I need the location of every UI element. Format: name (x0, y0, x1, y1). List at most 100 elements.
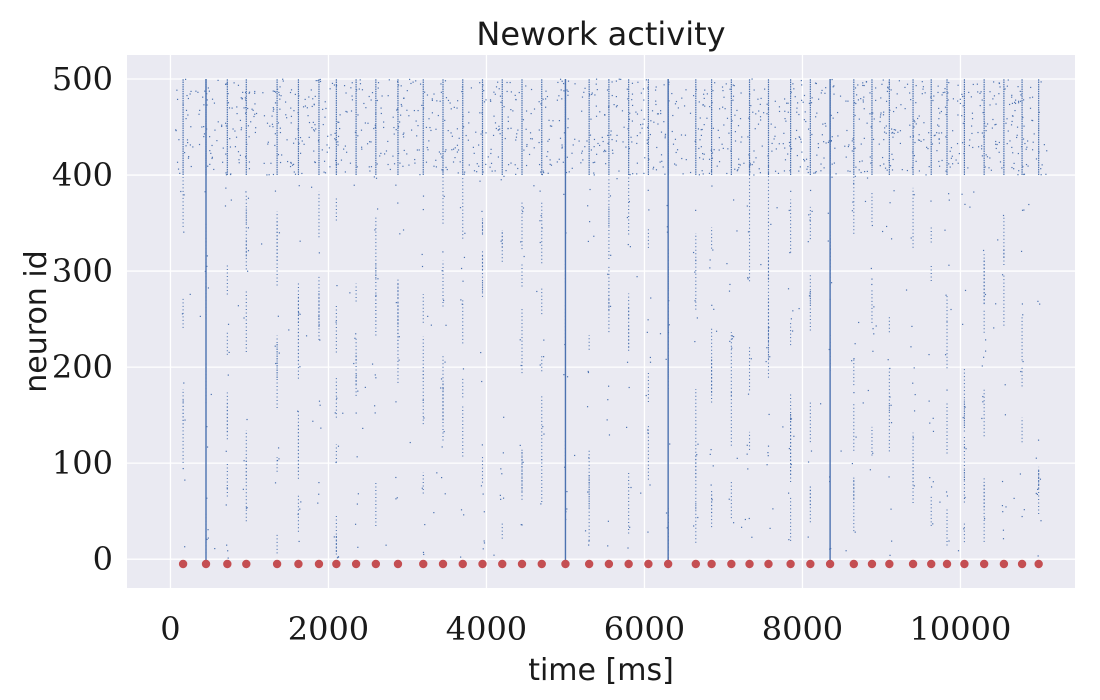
spike-point (854, 102, 856, 104)
spike-point (610, 254, 612, 256)
spike-point (792, 83, 794, 85)
spike-point (452, 148, 455, 150)
spike-point (262, 92, 264, 94)
spike-point (704, 89, 706, 91)
spike-point (266, 122, 269, 124)
stimulus-marker (351, 559, 361, 569)
spike-point (757, 98, 759, 100)
spike-point (1023, 209, 1025, 211)
spike-point (335, 461, 337, 464)
spike-point (1016, 136, 1018, 139)
spike-point (447, 99, 450, 102)
spike-point (615, 96, 618, 98)
spike-point (500, 468, 502, 470)
spike-point (495, 127, 497, 130)
spike-point (303, 143, 305, 145)
spike-point (981, 155, 983, 157)
stimulus-marker (663, 559, 673, 569)
spike-point (371, 92, 374, 94)
spike-point (530, 112, 532, 115)
spike-point (490, 100, 492, 102)
spike-point (831, 136, 833, 138)
spike-point (402, 165, 404, 167)
spike-point (982, 395, 984, 398)
spike-point (875, 99, 877, 102)
spike-point (306, 107, 308, 109)
spike-point (655, 100, 657, 102)
spike-point (631, 120, 634, 122)
spike-point (185, 109, 188, 112)
spike-point (314, 124, 316, 126)
stimulus-marker (584, 559, 594, 569)
spike-point (550, 164, 553, 166)
spike-point (408, 115, 410, 117)
spike-point (910, 99, 912, 101)
spike-point (336, 284, 338, 287)
spike-point (271, 123, 274, 125)
spike-point (851, 210, 853, 212)
spike-point (275, 91, 277, 93)
spike-point (1022, 99, 1025, 101)
spike-point (463, 514, 465, 516)
spike-point (644, 157, 646, 159)
spike-point (206, 538, 208, 541)
spike-point (593, 146, 595, 148)
spike-point (237, 84, 240, 86)
spike-point (886, 90, 888, 93)
spike-point (999, 161, 1002, 163)
spike-point (369, 141, 371, 143)
spike-point (793, 88, 795, 90)
spike-point (387, 140, 389, 143)
spike-point (900, 104, 902, 106)
spike-point (367, 122, 369, 124)
spike-point (948, 163, 950, 165)
spike-point (713, 308, 715, 310)
spike-point (1035, 492, 1037, 495)
spike-point (993, 327, 995, 329)
spike-point (847, 100, 849, 102)
spike-point (279, 131, 282, 134)
spike-point (728, 498, 730, 500)
spike-point (452, 161, 455, 163)
spike-point (424, 91, 426, 93)
spike-point (399, 121, 401, 123)
spike-point (596, 89, 598, 91)
spike-point (1019, 473, 1021, 475)
spike-point (863, 96, 865, 98)
spike-point (621, 110, 624, 112)
spike-point (938, 107, 940, 110)
spike-point (640, 124, 642, 126)
spike-point (499, 128, 501, 130)
spike-point (855, 166, 857, 168)
spike-point (751, 536, 753, 538)
spike-point (244, 156, 247, 158)
spike-point (403, 149, 405, 152)
spike-point (221, 124, 223, 126)
spike-point (514, 94, 516, 96)
spike-point (182, 467, 184, 470)
spike-point (944, 229, 946, 231)
spike-point (997, 239, 999, 241)
spike-point (268, 174, 270, 176)
spike-point (387, 95, 389, 97)
spike-point (299, 152, 302, 154)
spike-point (274, 482, 277, 484)
spike-point (349, 162, 352, 164)
spike-point (357, 493, 359, 495)
spike-point (928, 400, 930, 402)
spike-point (967, 167, 969, 169)
spike-point (607, 545, 609, 547)
spike-point (241, 97, 243, 100)
spike-point (374, 374, 376, 376)
spike-point (904, 86, 906, 89)
stimulus-marker (458, 559, 467, 569)
spike-point (485, 132, 487, 134)
grid-lines (127, 55, 1075, 588)
spike-point (337, 121, 339, 123)
spike-point (697, 516, 699, 519)
spike-point (299, 508, 301, 510)
spike-point (294, 93, 296, 96)
spike-point (225, 450, 227, 452)
spike-point (438, 151, 441, 153)
spike-point (460, 267, 463, 270)
